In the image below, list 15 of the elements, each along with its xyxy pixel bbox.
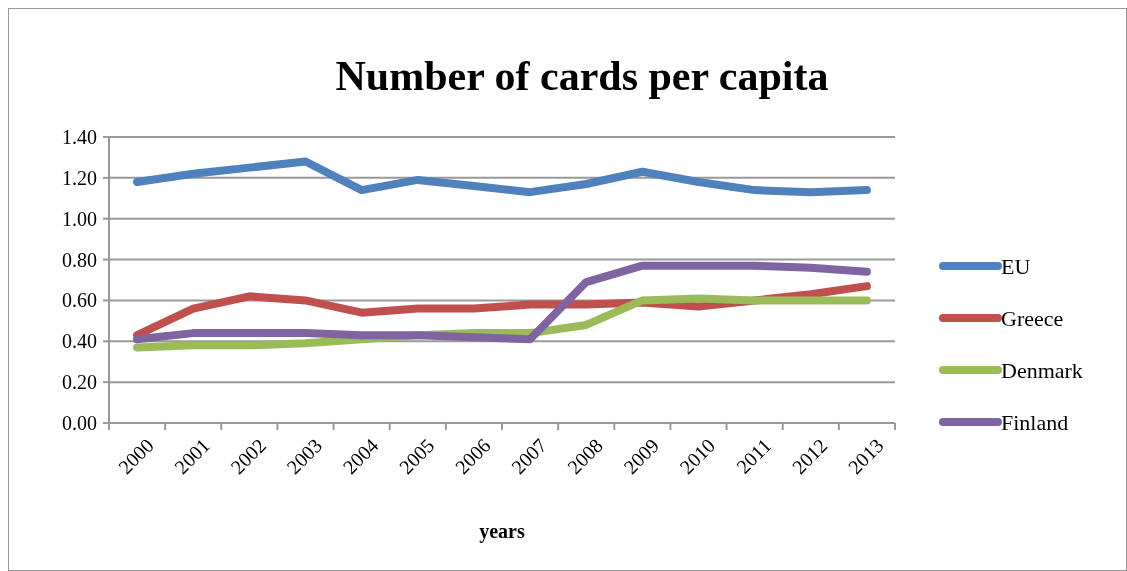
y-tick-label: 1.00 (62, 207, 97, 230)
x-tick-label: 2011 (732, 434, 776, 478)
y-tick-label: 1.40 (62, 126, 97, 148)
y-tick-label: 0.40 (62, 330, 97, 353)
y-tick-label: 0.80 (62, 248, 97, 271)
y-tick-label: 1.20 (62, 166, 97, 189)
x-axis-title: years (479, 520, 525, 543)
y-tick-label: 0.60 (62, 289, 97, 312)
y-tick-label: 0.00 (62, 412, 97, 434)
legend-label: Denmark (1001, 357, 1083, 383)
legend-label: EU (1001, 253, 1031, 279)
legend-label: Finland (1001, 409, 1069, 435)
legend-label: Greece (1001, 305, 1064, 331)
y-tick-label: 0.20 (62, 371, 97, 394)
chart-title: Number of cards per capita (335, 53, 829, 99)
